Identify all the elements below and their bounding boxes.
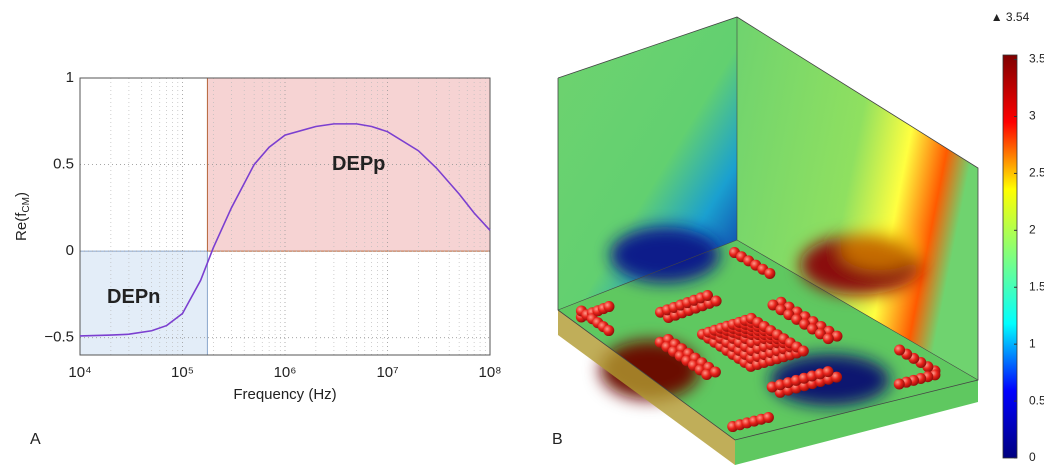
colorbar-max-label: ▲ 3.54 (991, 10, 1030, 24)
y-tick-label: 0.5 (53, 156, 74, 173)
colorbar-tick-label: 2 (1029, 222, 1036, 236)
particle (709, 366, 721, 378)
particle (807, 323, 819, 335)
particle (783, 309, 795, 321)
colorbar-tick-label: 0 (1029, 450, 1036, 464)
region (79, 250, 208, 356)
particle (702, 290, 714, 302)
x-tick-label: 10⁵ (171, 364, 194, 381)
colorbar-tick-label: 1 (1029, 336, 1036, 350)
particle (603, 325, 615, 337)
y-axis-label: Re(fCM) (13, 192, 32, 241)
region-label: DEPp (332, 153, 385, 175)
y-axis-label-part: Re(f (13, 212, 30, 241)
y-axis-label-part: ) (13, 192, 30, 197)
plot-frame (79, 77, 491, 356)
x-tick-label: 10⁴ (68, 364, 91, 381)
particles (575, 247, 941, 433)
x-tick-label: 10⁶ (274, 364, 297, 381)
colorbar-tick-label: 3.5 (1029, 52, 1044, 66)
y-tick-label: −0.5 (44, 329, 74, 346)
right-wall (737, 17, 978, 380)
front-left-face (558, 310, 735, 465)
y-tick-label: 1 (66, 69, 74, 86)
x-tick-label: 10⁷ (376, 364, 398, 381)
particle (764, 267, 776, 279)
region-label: DEPn (107, 286, 160, 308)
particle (791, 313, 803, 325)
particle (603, 301, 615, 313)
particle (894, 344, 906, 356)
box-edge (557, 239, 738, 311)
particle (701, 369, 713, 381)
colorbar-tick-label: 3 (1029, 109, 1036, 123)
particle (831, 371, 843, 383)
y-axis-label-part: CM (21, 197, 32, 213)
line-series (79, 123, 491, 337)
colorbar-tick-label: 2.5 (1029, 166, 1044, 180)
colorbar (1002, 54, 1018, 459)
particle (893, 378, 905, 390)
particle (814, 328, 826, 340)
particle (710, 295, 722, 307)
particle (767, 299, 779, 311)
front-right-face (735, 380, 978, 465)
box-edge (736, 239, 979, 381)
particle (822, 333, 834, 345)
x-axis-label: Frequency (Hz) (233, 386, 336, 403)
x-tick-label: 10⁸ (478, 364, 501, 381)
particle (797, 345, 809, 357)
colorbar-tick-label: 1.5 (1029, 279, 1044, 293)
panel-label: A (30, 431, 41, 448)
particle (822, 366, 834, 378)
particle (831, 330, 843, 342)
panel-label: B (552, 431, 563, 448)
particle (799, 318, 811, 330)
field-glow (600, 227, 920, 406)
particle (775, 304, 787, 316)
y-tick-label: 0 (66, 242, 74, 259)
colorbar-tick-label: 0.5 (1029, 393, 1044, 407)
simulation-render (557, 16, 979, 465)
particle (762, 411, 774, 423)
